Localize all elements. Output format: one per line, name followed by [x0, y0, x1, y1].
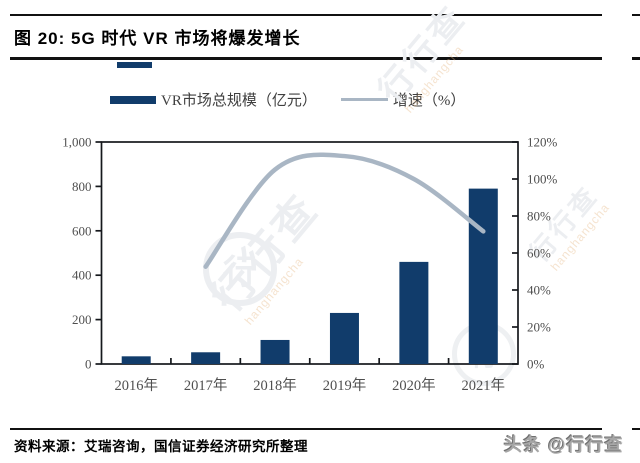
x-axis-label: 2020年	[392, 377, 436, 394]
chart-plot: 0 200 400 600 800 1,000 0% 20% 40% 60% 80% 100% 120%…	[62, 135, 558, 395]
top-rule	[10, 14, 602, 16]
right-axis-label: 20%	[527, 320, 551, 335]
x-axis-label: 2019年	[323, 377, 367, 394]
site-badge-watermark: 头条 @行行查	[504, 435, 624, 455]
bottom-rule	[10, 428, 602, 430]
x-axis-label: 2017年	[184, 377, 228, 394]
growth-line	[203, 152, 486, 269]
x-axis-label: 2021年	[462, 377, 506, 394]
legend-bar-swatch	[110, 95, 156, 104]
x-axis-label: 2018年	[253, 377, 297, 394]
top-rule-end	[632, 14, 640, 16]
right-axis-label: 80%	[527, 209, 551, 224]
left-axis-label: 200	[72, 312, 92, 327]
bar-2021年	[468, 188, 498, 364]
figure-title: 图 20: 5G 时代 VR 市场将爆发增长	[14, 29, 301, 48]
left-axis-label: 400	[72, 268, 92, 283]
legend-artifact-bar	[117, 62, 152, 68]
plot-frame	[100, 141, 519, 365]
right-axis-label: 60%	[527, 246, 551, 261]
x-axis-label: 2016年	[114, 377, 158, 394]
bar-2020年	[399, 261, 429, 364]
right-axis-label: 40%	[527, 283, 551, 298]
left-axis-label: 800	[72, 179, 92, 194]
right-axis-label: 0%	[527, 357, 545, 372]
title-rule-end	[632, 57, 640, 60]
left-axis-label: 600	[72, 223, 92, 238]
left-axis-label: 1,000	[62, 135, 91, 150]
legend-bar-label: VR市场总规模（亿元）	[161, 93, 317, 109]
bar-2016年	[121, 356, 151, 364]
right-axis-label: 100%	[527, 172, 558, 187]
title-rule	[10, 57, 602, 60]
legend-line-swatch	[340, 97, 388, 102]
bottom-rule-end	[632, 428, 640, 430]
chart-legend: VR市场总规模（亿元） 增速（%）	[110, 89, 465, 110]
bar-2017年	[191, 352, 221, 364]
source-note: 资料来源：艾瑞咨询，国信证券经济研究所整理	[14, 439, 308, 454]
right-axis-label: 120%	[527, 135, 558, 150]
bar-2018年	[260, 339, 290, 364]
bar-2019年	[329, 312, 359, 364]
legend-line-label: 增速（%）	[392, 93, 466, 109]
left-axis-label: 0	[85, 357, 92, 372]
